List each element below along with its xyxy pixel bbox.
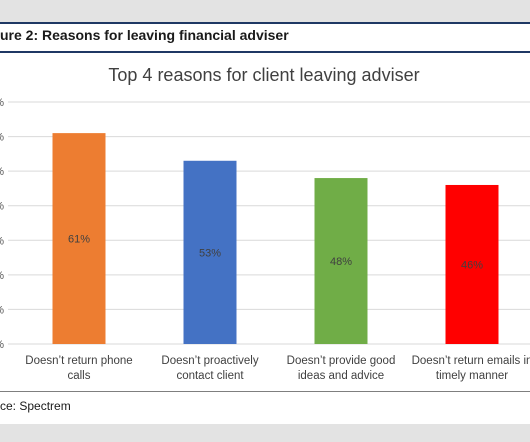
bottom-background-band bbox=[0, 424, 530, 442]
y-tick-label: % bbox=[0, 97, 4, 109]
caption-rule bbox=[0, 51, 530, 53]
x-axis-category-labels: Doesn’t return phone calls Doesn’t proacti… bbox=[25, 355, 530, 382]
y-tick-label: % bbox=[0, 132, 4, 144]
y-tick-label: % bbox=[0, 201, 4, 213]
y-tick-label: % bbox=[0, 270, 4, 282]
y-tick-label: % bbox=[0, 304, 4, 316]
bar bbox=[314, 178, 368, 344]
top-background-band bbox=[0, 0, 530, 22]
y-tick-label: % bbox=[0, 235, 4, 247]
bar bbox=[183, 160, 237, 344]
bar-chart: Top 4 reasons for client leaving adviser… bbox=[0, 65, 530, 382]
source-rule bbox=[0, 391, 530, 392]
top-rule bbox=[0, 22, 530, 24]
data-label: 48% bbox=[330, 256, 352, 268]
category-label: Doesn’t return emails in timely manner bbox=[412, 355, 530, 382]
figure-caption: ure 2: Reasons for leaving financial adv… bbox=[0, 27, 289, 43]
category-label: Doesn’t proactively contact client bbox=[161, 355, 258, 382]
data-label: 53% bbox=[199, 247, 221, 259]
bar bbox=[52, 133, 106, 344]
y-tick-label: % bbox=[0, 166, 4, 178]
category-label: Doesn’t return phone calls bbox=[25, 355, 132, 382]
category-label: Doesn’t provide good ideas and advice bbox=[287, 355, 396, 382]
source-note: ce: Spectrem bbox=[0, 399, 71, 413]
chart-title: Top 4 reasons for client leaving adviser bbox=[108, 65, 419, 85]
y-axis-ticks: %%%%%%%% bbox=[0, 97, 4, 351]
data-label: 46% bbox=[461, 259, 483, 271]
chart-bars bbox=[52, 133, 499, 344]
data-label: 61% bbox=[68, 234, 90, 246]
bar bbox=[445, 184, 499, 344]
y-tick-label: % bbox=[0, 339, 4, 351]
chart-data-labels: 61% 53% 48% 46% bbox=[68, 234, 483, 272]
